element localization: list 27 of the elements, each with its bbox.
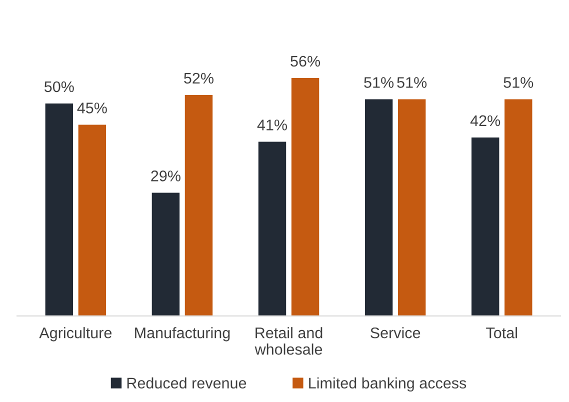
legend-label: Limited banking access [309, 377, 466, 392]
legend-label: Reduced revenue [127, 377, 246, 389]
bar [152, 192, 180, 316]
data-label: 56% [290, 56, 320, 67]
data-label: 45% [77, 102, 107, 114]
data-label: 42% [470, 115, 500, 126]
x-tick-label: Total [486, 327, 517, 338]
x-tick-label: Agriculture [39, 327, 112, 342]
bar [258, 142, 286, 316]
x-tick-label: Manufacturing [135, 327, 230, 342]
data-label: 41% [257, 120, 287, 130]
bar [471, 137, 500, 316]
bar [364, 99, 393, 316]
data-label: 51% [504, 77, 534, 88]
data-label: 50% [44, 81, 74, 92]
data-label: 52% [184, 72, 214, 84]
bar [78, 124, 106, 316]
data-label: 51% [364, 77, 394, 88]
bar [504, 99, 532, 316]
bar [45, 103, 74, 316]
data-label: 29% [151, 170, 180, 182]
x-tick-label: Retail and wholesale [254, 327, 322, 355]
bar [291, 78, 320, 316]
bar [184, 94, 213, 316]
x-tick-label: Service [370, 327, 420, 338]
data-label: 51% [397, 77, 427, 88]
bar [398, 99, 426, 316]
